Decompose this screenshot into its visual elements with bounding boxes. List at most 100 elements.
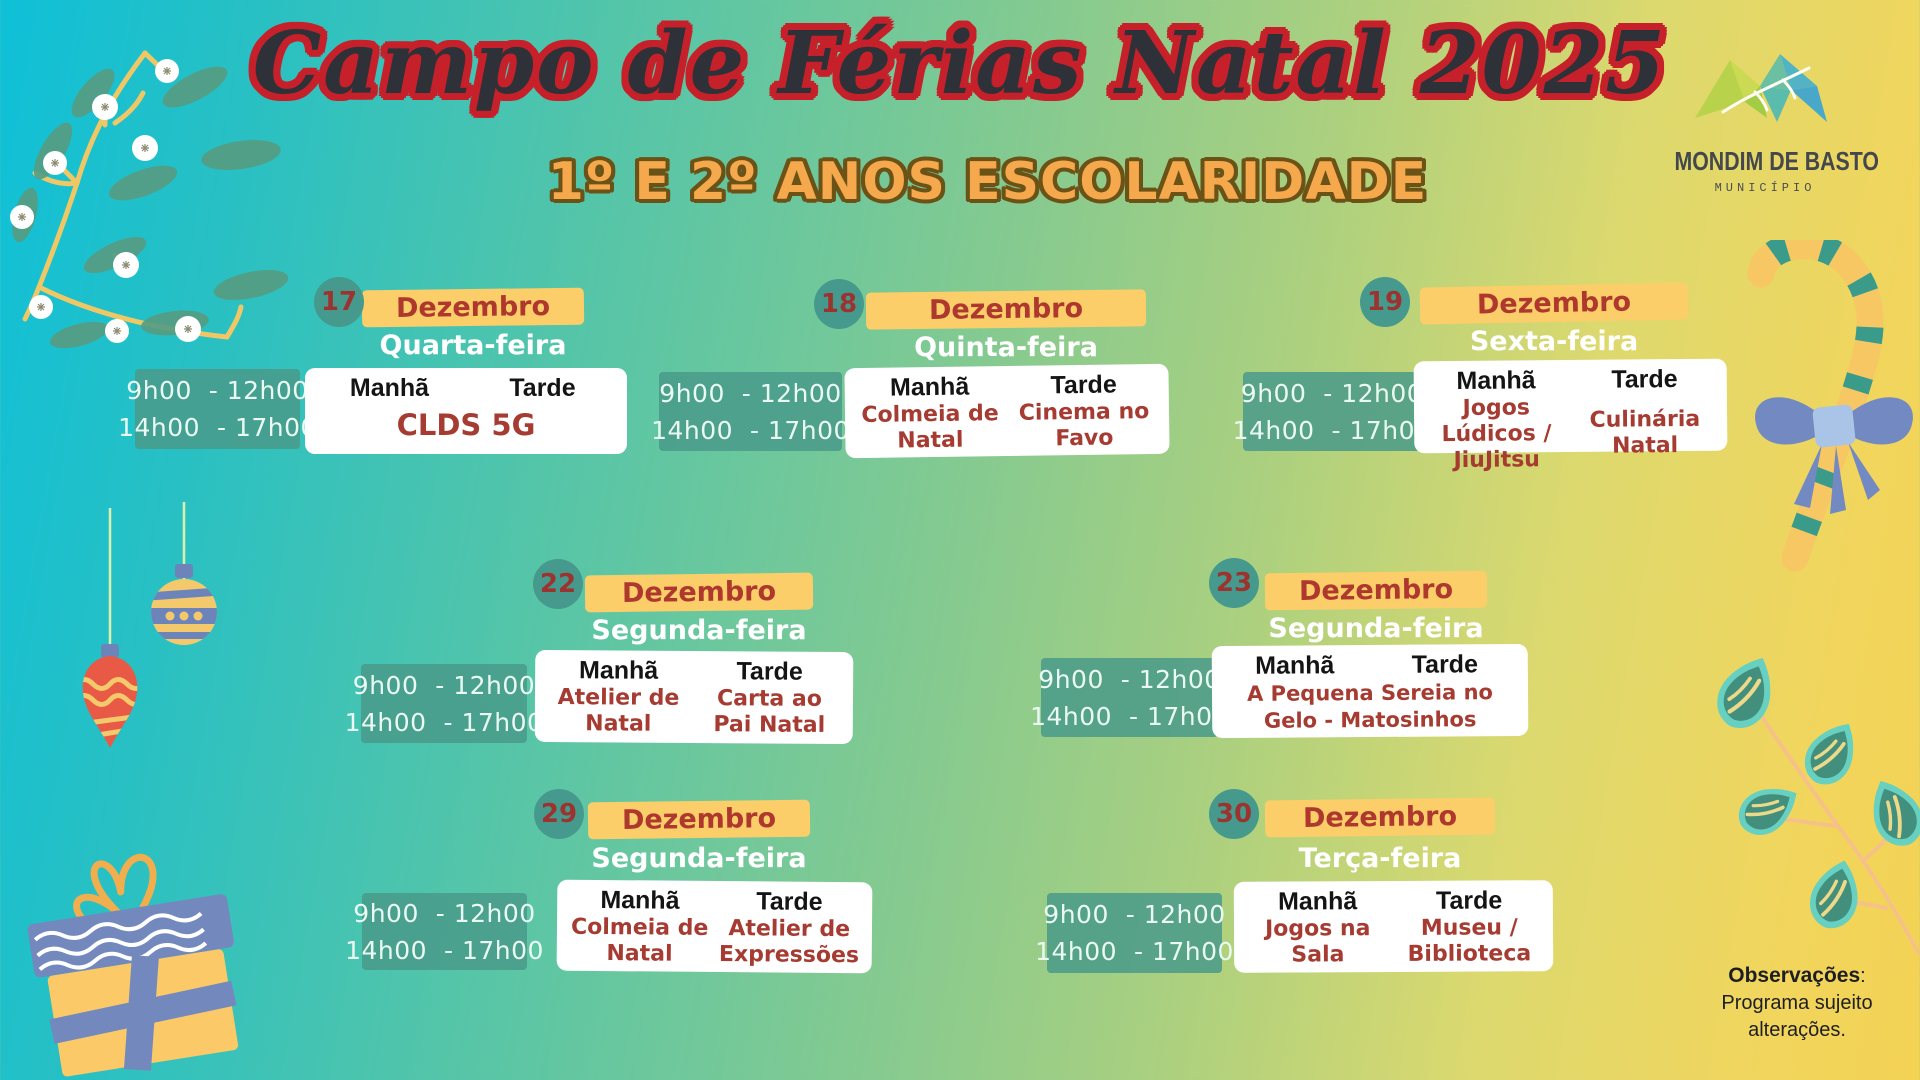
morning-header: Manhã xyxy=(889,372,970,402)
activity-row: Colmeia de Natal Atelier de Expressões xyxy=(565,915,864,970)
time-slot-morning: 9h00 - 12h00 xyxy=(353,898,536,928)
page-subtitle: 1º E 2º ANOS ESCOLARIDADE xyxy=(547,152,1428,212)
activities-box: Manhã Tarde Colmeia de Natal Cinema no F… xyxy=(844,363,1170,459)
activity-row: Jogos na Sala Museu / Biblioteca xyxy=(1242,915,1545,969)
activity-row: Jogos Lúdicos / JiuJitsu Culinária Natal xyxy=(1422,394,1720,475)
logo-name: MONDIM DE BASTO xyxy=(1674,146,1879,176)
day-number-badge: 22 xyxy=(533,559,583,609)
day-number: 29 xyxy=(540,799,578,829)
time-slot-morning: 9h00 - 12h00 xyxy=(659,378,842,408)
afternoon-header: Tarde xyxy=(509,374,576,402)
month-banner: Dezembro xyxy=(1419,282,1689,325)
afternoon-activity: Museu / Biblioteca xyxy=(1407,915,1532,967)
morning-activity: Jogos na Sala xyxy=(1264,916,1371,968)
times-box: 9h00 - 12h00 14h00 - 17h00 xyxy=(345,893,543,970)
morning-header: Manhã xyxy=(578,656,659,685)
day-number-badge: 17 xyxy=(314,277,364,327)
morning-activity: Jogos Lúdicos / JiuJitsu xyxy=(1441,395,1552,474)
period-header-row: Manhã Tarde xyxy=(1422,364,1719,397)
morning-header: Manhã xyxy=(1277,887,1358,916)
observations-line1: Programa sujeito xyxy=(1721,992,1873,1014)
activities-box: Manhã Tarde Atelier de Natal Carta ao Pa… xyxy=(534,649,854,745)
month-banner: Dezembro xyxy=(361,287,585,328)
month-label: Dezembro xyxy=(928,293,1084,326)
month-banner: Dezembro xyxy=(1264,797,1496,838)
period-header-row: Manhã Tarde xyxy=(313,373,619,403)
time-slot-afternoon: 14h00 - 17h00 xyxy=(344,707,544,737)
observations-colon: : xyxy=(1860,965,1866,987)
morning-activity: Colmeia de Natal xyxy=(861,401,999,454)
morning-header: Manhã xyxy=(349,374,430,402)
day-number-badge: 29 xyxy=(534,789,584,839)
observations-line2: alterações. xyxy=(1748,1019,1846,1041)
logo-subtitle: MUNICÍPIO xyxy=(1714,181,1816,195)
time-slot-morning: 9h00 - 12h00 xyxy=(1043,900,1226,929)
day-number: 18 xyxy=(820,289,858,319)
day-number-badge: 23 xyxy=(1209,558,1259,608)
activity-all-day: A Pequena Sereia no Gelo - Matosinhos xyxy=(1246,680,1494,733)
activities-box: Manhã Tarde A Pequena Sereia no Gelo - M… xyxy=(1211,643,1529,739)
afternoon-activity: Culinária Natal xyxy=(1589,406,1701,459)
weekday-label: Terça-feira xyxy=(1298,843,1462,874)
sprig-leaves-icon xyxy=(1698,656,1920,954)
month-banner: Dezembro xyxy=(587,799,811,840)
activities-box: Manhã Tarde Colmeia de Natal Atelier de … xyxy=(556,879,873,974)
day-number: 22 xyxy=(539,569,577,599)
period-header-row: Manhã Tarde xyxy=(1242,885,1545,917)
month-label: Dezembro xyxy=(1476,286,1632,321)
month-label: Dezembro xyxy=(1302,801,1458,834)
bauble-ornaments-icon xyxy=(82,502,217,748)
afternoon-activity: Carta ao Pai Natal xyxy=(713,686,826,738)
month-banner: Dezembro xyxy=(1264,570,1488,611)
afternoon-header: Tarde xyxy=(1411,650,1479,679)
time-slot-afternoon: 14h00 - 17h00 xyxy=(651,415,850,445)
activity-row: Atelier de Natal Carta ao Pai Natal xyxy=(543,685,845,739)
time-slot-afternoon: 14h00 - 17h00 xyxy=(345,935,544,965)
time-slot-afternoon: 14h00 - 17h00 xyxy=(1035,937,1234,966)
municipality-logo: MONDIM DE BASTO MUNICÍPIO xyxy=(1652,40,1879,195)
afternoon-header: Tarde xyxy=(1050,370,1117,400)
morning-activity: Atelier de Natal xyxy=(557,685,680,737)
month-label: Dezembro xyxy=(1298,574,1454,607)
month-banner: Dezembro xyxy=(584,572,814,613)
time-slot-afternoon: 14h00 - 17h00 xyxy=(1030,701,1229,731)
time-slot-afternoon: 14h00 - 17h00 xyxy=(118,413,317,442)
page-title: Campo de Férias Natal 2025 xyxy=(252,13,1668,114)
afternoon-header: Tarde xyxy=(1435,886,1503,915)
period-header-row: Manhã Tarde xyxy=(565,885,864,918)
activity-row: Colmeia de Natal Cinema no Favo xyxy=(853,399,1162,455)
morning-activity: Colmeia de Natal xyxy=(570,914,709,967)
afternoon-header: Tarde xyxy=(756,887,823,916)
morning-header: Manhã xyxy=(600,886,680,915)
month-label: Dezembro xyxy=(395,291,551,324)
month-banner: Dezembro xyxy=(865,289,1147,330)
times-box: 9h00 - 12h00 14h00 - 17h00 xyxy=(118,369,316,449)
candy-cane-icon xyxy=(1747,240,1913,572)
times-box: 9h00 - 12h00 14h00 - 17h00 xyxy=(345,664,543,743)
morning-header: Manhã xyxy=(1255,651,1335,680)
observations-note: Observações: Programa sujeito alterações… xyxy=(1672,962,1920,1044)
weekday-label: Quinta-feira xyxy=(914,332,1098,363)
time-slot-afternoon: 14h00 - 17h00 xyxy=(1232,415,1432,445)
day-number-badge: 30 xyxy=(1209,789,1259,839)
morning-header: Manhã xyxy=(1456,366,1536,395)
day-number: 23 xyxy=(1215,568,1253,598)
activity-all-day: CLDS 5G xyxy=(396,407,536,442)
times-box: 9h00 - 12h00 14h00 - 17h00 xyxy=(1035,893,1233,973)
time-slot-morning: 9h00 - 12h00 xyxy=(1038,664,1221,694)
observations-heading: Observações: xyxy=(1672,962,1920,990)
bow-icon xyxy=(1755,397,1913,514)
observations-heading-bold: Observações xyxy=(1728,964,1861,987)
day-number-badge: 19 xyxy=(1360,277,1410,327)
period-header-row: Manhã Tarde xyxy=(1220,649,1520,681)
time-slot-morning: 9h00 - 12h00 xyxy=(352,670,536,700)
mountain-logo-icon xyxy=(1695,54,1827,122)
activities-box: Manhã Tarde Jogos na Sala Museu / Biblio… xyxy=(1233,880,1554,973)
times-box: 9h00 - 12h00 14h00 - 17h00 xyxy=(651,372,849,451)
day-number: 17 xyxy=(320,287,358,317)
day-number: 19 xyxy=(1366,287,1404,317)
afternoon-header: Tarde xyxy=(736,657,803,686)
weekday-label: Segunda-feira xyxy=(591,615,807,646)
month-label: Dezembro xyxy=(621,803,777,836)
